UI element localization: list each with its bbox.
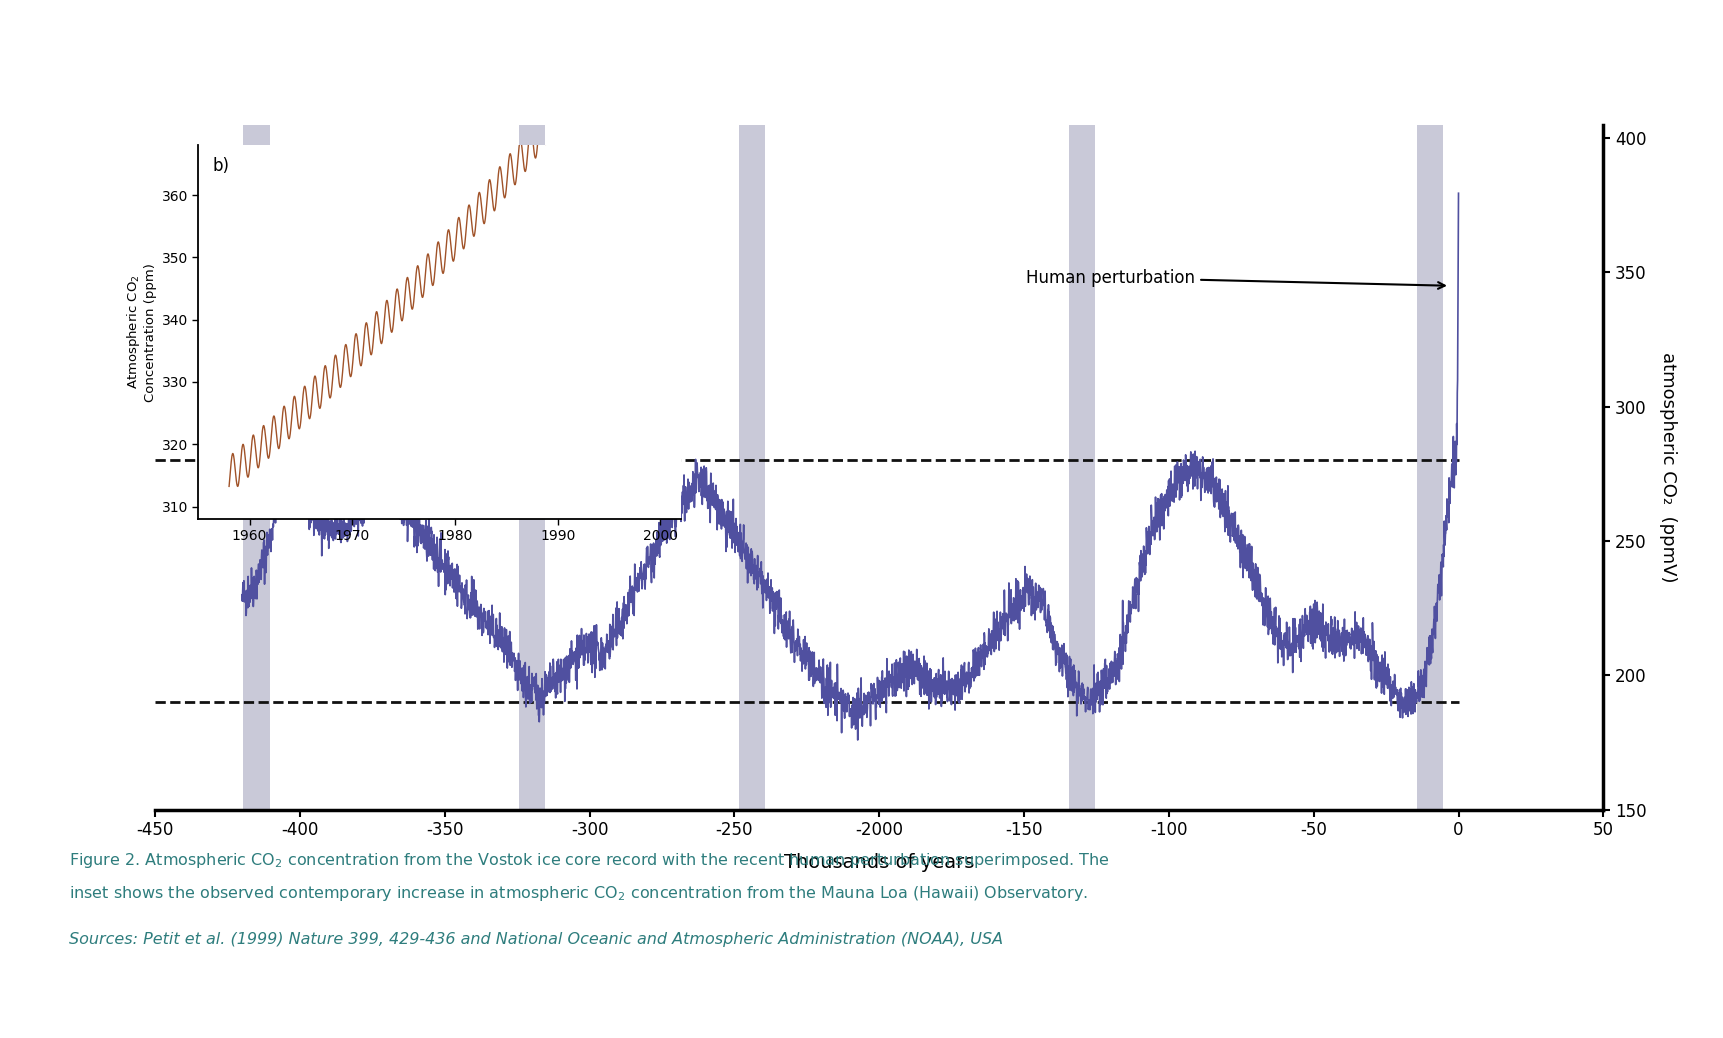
Bar xyxy=(519,125,544,810)
X-axis label: Thousands of years: Thousands of years xyxy=(784,853,973,872)
Bar xyxy=(739,125,765,810)
Y-axis label: Atmospheric CO$_2$
Concentration (ppm): Atmospheric CO$_2$ Concentration (ppm) xyxy=(126,263,157,402)
Bar xyxy=(1416,125,1442,810)
Text: b): b) xyxy=(212,157,229,174)
Bar xyxy=(243,125,269,810)
Text: Human perturbation: Human perturbation xyxy=(1025,269,1444,289)
Text: Figure 2. Atmospheric CO$_2$ concentration from the Vostok ice core record with : Figure 2. Atmospheric CO$_2$ concentrati… xyxy=(69,851,1108,870)
Text: Sources: Petit et al. (1999) Nature 399, 429-436 and National Oceanic and Atmosp: Sources: Petit et al. (1999) Nature 399,… xyxy=(69,932,1003,947)
Y-axis label: atmospheric CO₂  (ppmV): atmospheric CO₂ (ppmV) xyxy=(1658,352,1676,582)
Text: inset shows the observed contemporary increase in atmospheric CO$_2$ concentrati: inset shows the observed contemporary in… xyxy=(69,884,1087,903)
Bar xyxy=(1068,125,1094,810)
